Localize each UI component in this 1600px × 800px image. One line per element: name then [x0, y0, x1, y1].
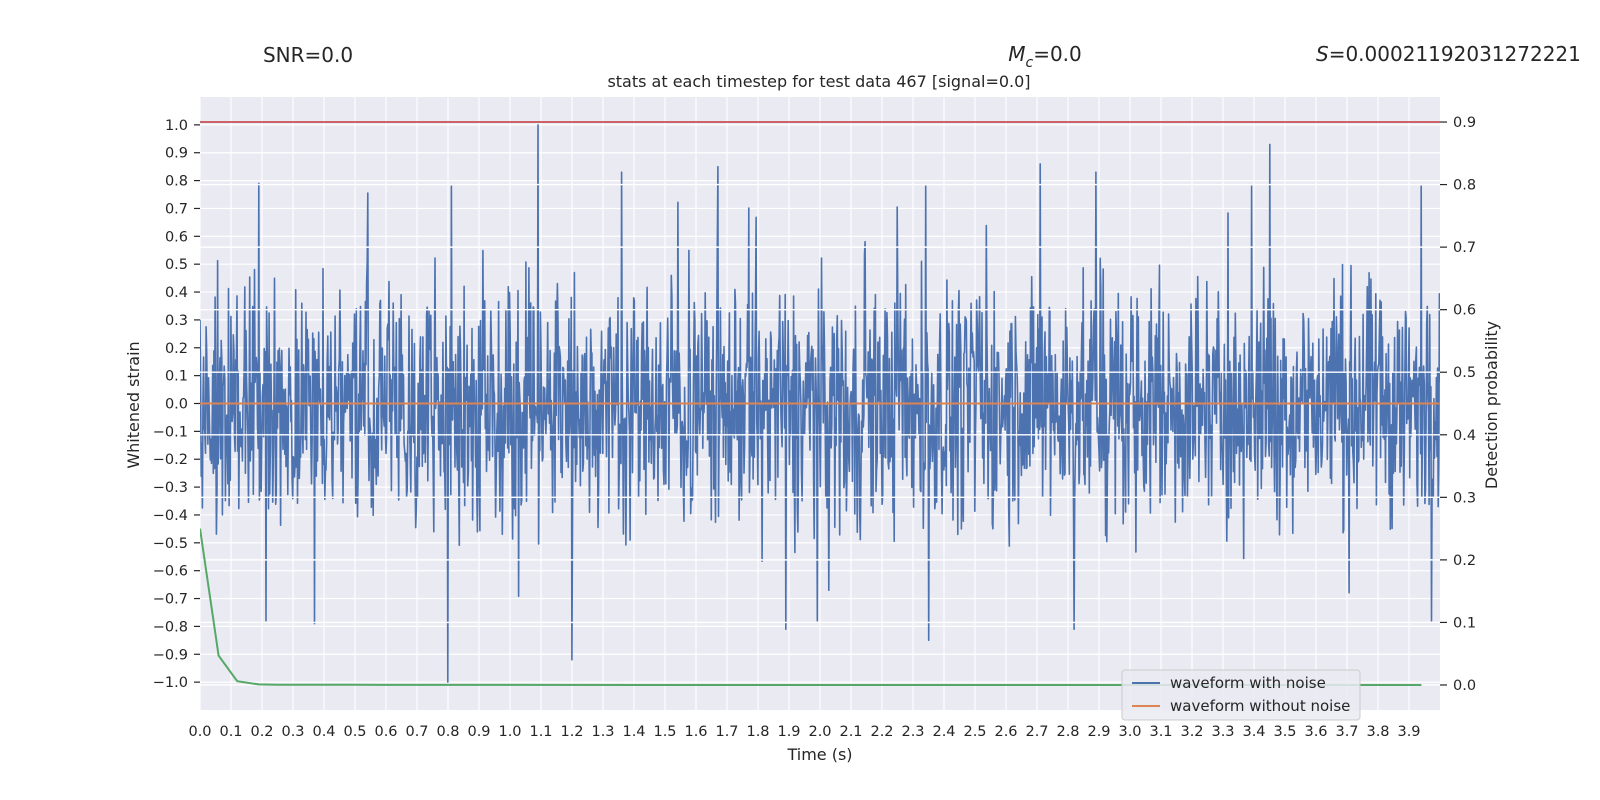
y-right-tick-label: 0.4	[1453, 428, 1476, 444]
x-tick-label: 0.0	[188, 724, 211, 740]
x-tick-label: 1.1	[529, 724, 552, 740]
x-tick-label: 2.1	[839, 724, 862, 740]
x-tick-label: 3.4	[1242, 724, 1265, 740]
x-tick-label: 2.5	[963, 724, 986, 740]
y-right-tick-label: 0.5	[1453, 365, 1476, 381]
x-tick-label: 2.0	[808, 724, 831, 740]
snr-label: SNR=0.0	[263, 43, 353, 67]
x-tick-label: 1.6	[684, 724, 707, 740]
y-right-tick-label: 0.3	[1453, 490, 1476, 506]
x-tick-label: 1.7	[715, 724, 738, 740]
x-tick-label: 0.4	[312, 724, 335, 740]
y-left-tick-label: −0.2	[153, 452, 188, 468]
x-axis-label: Time (s)	[786, 745, 852, 764]
y-left-tick-label: 0.1	[165, 369, 188, 385]
y-right-tick-label: 0.8	[1453, 178, 1476, 194]
y-right-tick-label: 0.9	[1453, 115, 1476, 131]
x-tick-label: 2.3	[901, 724, 924, 740]
x-tick-label: 1.4	[622, 724, 645, 740]
y-right-tick-label: 0.2	[1453, 553, 1476, 569]
x-tick-label: 0.8	[436, 724, 459, 740]
mc-value: =0.0	[1033, 42, 1082, 66]
y-left-tick-label: 0.4	[165, 285, 188, 301]
y-right-tick-label: 0.0	[1453, 678, 1476, 694]
x-tick-label: 0.5	[343, 724, 366, 740]
right-axis-gridlines	[200, 121, 1440, 686]
y-right-tick-label: 0.1	[1453, 615, 1476, 631]
s-value: =0.00021192031272221	[1329, 42, 1581, 66]
legend-label-waveform-with-noise: waveform with noise	[1170, 674, 1326, 692]
legend-box	[1121, 669, 1361, 721]
y-left-tick-label: −0.5	[153, 536, 188, 552]
x-tick-label: 3.9	[1397, 724, 1420, 740]
x-tick-label: 0.6	[374, 724, 397, 740]
y-right-tick-label: 0.7	[1453, 240, 1476, 256]
x-tick-label: 3.6	[1304, 724, 1327, 740]
x-tick-label: 2.2	[870, 724, 893, 740]
x-tick-label: 1.9	[777, 724, 800, 740]
y-left-tick-label: −1.0	[153, 675, 188, 691]
s-symbol: S	[1316, 42, 1329, 66]
x-tick-label: 2.4	[932, 724, 955, 740]
y-left-tick-label: −0.9	[153, 647, 188, 663]
y-left-tick-label: −0.7	[153, 592, 188, 608]
y-left-tick-label: −0.1	[153, 424, 188, 440]
x-tick-label: 0.7	[405, 724, 428, 740]
y-left-tick-label: 0.8	[165, 174, 188, 190]
y-left-tick-label: −0.8	[153, 619, 188, 635]
x-tick-label: 0.1	[219, 724, 242, 740]
y-axis-right: 0.9 0.8 0.7 0.6 0.5 0.4 0.3 0.2 0.1 0.0	[1440, 115, 1476, 694]
x-tick-label: 1.3	[591, 724, 614, 740]
s-label: S=0.00021192031272221	[1316, 42, 1581, 66]
y-left-tick-label: 0.7	[165, 201, 188, 217]
x-tick-label: 3.7	[1335, 724, 1358, 740]
y-left-tick-label: 0.3	[165, 313, 188, 329]
y-axis-right-label: Detection probability	[1482, 321, 1501, 489]
y-right-tick-label: 0.6	[1453, 303, 1476, 319]
x-tick-label: 0.9	[467, 724, 490, 740]
x-tick-label: 1.0	[498, 724, 521, 740]
chart-title: stats at each timestep for test data 467…	[607, 72, 1030, 91]
x-tick-label: 3.0	[1118, 724, 1141, 740]
y-left-tick-label: −0.3	[153, 480, 188, 496]
y-axis-left: 1.0 0.9 0.8 0.7 0.6 0.5 0.4 0.3 0.2 0.1 0.0 −0.1 −0.…	[153, 118, 200, 691]
y-left-tick-label: 0.6	[165, 229, 188, 245]
x-tick-label: 0.2	[250, 724, 273, 740]
series-waveform-with-noise	[200, 124, 1440, 683]
x-tick-label: 2.9	[1087, 724, 1110, 740]
mc-label: Mc=0.0	[1008, 42, 1082, 71]
x-tick-label: 2.8	[1056, 724, 1079, 740]
mc-symbol: M	[1008, 42, 1025, 66]
x-tick-label: 3.3	[1211, 724, 1234, 740]
x-tick-label: 0.3	[281, 724, 304, 740]
x-tick-label: 2.7	[1025, 724, 1048, 740]
legend: waveform with noise waveform without noi…	[1121, 669, 1361, 721]
y-left-tick-label: 0.0	[165, 397, 188, 413]
x-tick-label: 3.2	[1180, 724, 1203, 740]
legend-label-waveform-without-noise: waveform without noise	[1170, 697, 1350, 715]
x-tick-label: 3.1	[1149, 724, 1172, 740]
x-tick-label: 1.5	[653, 724, 676, 740]
y-left-tick-label: −0.6	[153, 564, 188, 580]
y-left-tick-label: −0.4	[153, 508, 188, 524]
x-tick-label: 3.8	[1366, 724, 1389, 740]
x-axis: 0.0 0.1 0.2 0.3 0.4 0.5 0.6 0.7 0.8 0.9 1.0 1.1 1.2 1…	[188, 724, 1420, 740]
x-tick-label: 2.6	[994, 724, 1017, 740]
x-tick-label: 3.5	[1273, 724, 1296, 740]
x-tick-label: 1.8	[746, 724, 769, 740]
mc-subscript: c	[1025, 55, 1033, 71]
series-detection-probability	[200, 528, 1422, 686]
y-left-tick-label: 0.2	[165, 341, 188, 357]
x-tick-label: 1.2	[560, 724, 583, 740]
y-left-tick-label: 0.9	[165, 146, 188, 162]
y-left-tick-label: 0.5	[165, 257, 188, 273]
y-left-tick-label: 1.0	[165, 118, 188, 134]
y-axis-left-label: Whitened strain	[124, 341, 143, 468]
